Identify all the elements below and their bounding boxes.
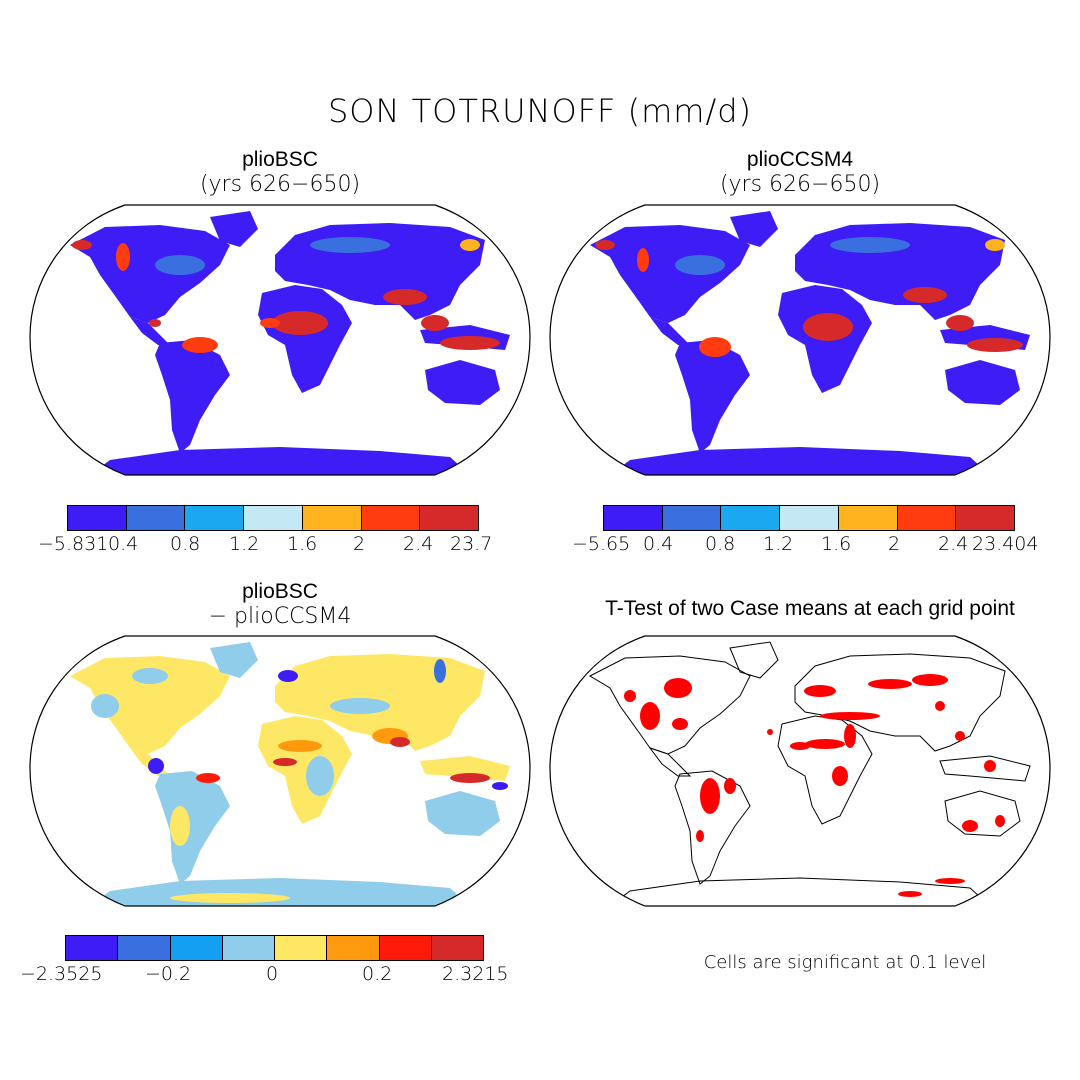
colorbar-tr-label: 1.6: [821, 533, 852, 555]
colorbar-tr-label: 2: [888, 533, 901, 555]
colorbar-tr-swatch: [721, 506, 781, 530]
colorbar-tl-swatch: [420, 506, 479, 530]
map-plioCCSM4: [549, 204, 1051, 476]
colorbar-tl-label: 0.8: [170, 533, 201, 555]
colorbar-bl-label: −2.3525: [20, 963, 103, 985]
colorbar-tr-label: 1.2: [763, 533, 794, 555]
colorbar-tr-label: 0.4: [643, 533, 674, 555]
map-tr-border: [549, 204, 1051, 476]
ttest-note: Cells are significant at 0.1 level: [703, 952, 987, 973]
panel-br-title: T-Test of two Case means at each grid po…: [605, 597, 1015, 620]
significant-cells: [624, 674, 1005, 897]
colorbar-tr-swatch: [604, 506, 663, 530]
colorbar-bl-swatch: [379, 936, 432, 960]
colorbar-tl-swatch: [361, 506, 421, 530]
colorbar-bl-label: 0: [266, 963, 279, 985]
colorbar-tr-swatch: [897, 506, 957, 530]
colorbar-tl-label: 2: [353, 533, 366, 555]
colorbar-tl-swatch: [126, 506, 186, 530]
colorbar-bl-swatch: [170, 936, 223, 960]
map-tl-land: [70, 211, 510, 475]
colorbar-tr-swatch: [662, 506, 722, 530]
colorbar-bl-swatch: [327, 936, 380, 960]
colorbar-tl-label: 23.7: [450, 533, 493, 555]
map-bl-land: [70, 642, 510, 906]
colorbar-tl: [67, 505, 479, 531]
panel-tr-title: plioCCSM4: [746, 148, 854, 171]
colorbar-tl-label: 1.2: [229, 533, 260, 555]
panel-tl-title: plioBSC: [242, 148, 318, 171]
colorbar-tr-label: 2.4: [938, 533, 969, 555]
colorbar-tl-label: 1.6: [287, 533, 318, 555]
colorbar-tl-label: −5.831: [38, 533, 109, 555]
colorbar-tr-swatch: [838, 506, 898, 530]
map-plioBSC: [29, 204, 531, 476]
map-ttest: [549, 635, 1051, 907]
map-bl-border: [29, 635, 531, 907]
colorbar-bl-swatch: [118, 936, 171, 960]
colorbar-tr-swatch: [780, 506, 839, 530]
colorbar-tl-swatch: [185, 506, 245, 530]
map-tr-land: [590, 211, 1030, 475]
colorbar-tl-label: 2.4: [403, 533, 434, 555]
colorbar-bl-label: −0.2: [145, 963, 192, 985]
colorbar-bl-swatch: [66, 936, 119, 960]
colorbar-tr-label: 0.8: [705, 533, 736, 555]
map-br-land: [588, 641, 1031, 906]
colorbar-tl-swatch: [302, 506, 362, 530]
map-difference: [29, 635, 531, 907]
colorbar-tr-label: 23.404: [972, 533, 1039, 555]
colorbar-tl-swatch: [244, 506, 303, 530]
map-tl-border: [29, 204, 531, 476]
colorbar-bl: [65, 935, 484, 961]
colorbar-bl-swatch: [431, 936, 483, 960]
colorbar-bl-label: 0.2: [362, 963, 393, 985]
figure-title: SON TOTRUNOFF (mm/d): [327, 92, 753, 130]
map-br-border: [549, 635, 1051, 907]
colorbar-tr-swatch: [956, 506, 1015, 530]
panel-tl-subtitle: (yrs 626−650): [199, 172, 361, 197]
colorbar-tl-label: 0.4: [108, 533, 139, 555]
colorbar-tl-swatch: [68, 506, 127, 530]
panel-bl-subtitle: − plioCCSM4: [208, 604, 352, 629]
colorbar-bl-label: 2.3215: [442, 963, 509, 985]
panel-bl-title: plioBSC: [242, 580, 318, 603]
colorbar-tr: [603, 505, 1015, 531]
colorbar-tr-label: −5.65: [572, 533, 631, 555]
colorbar-bl-swatch: [275, 936, 328, 960]
colorbar-bl-swatch: [222, 936, 275, 960]
panel-tr-subtitle: (yrs 626−650): [719, 172, 881, 197]
